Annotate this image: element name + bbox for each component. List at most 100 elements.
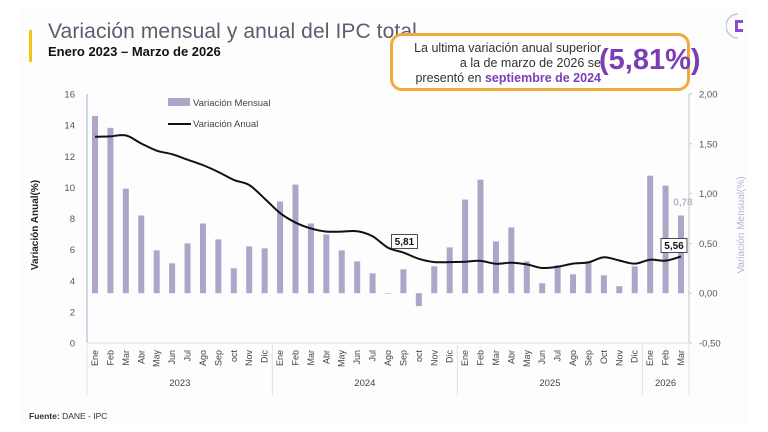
month-tick-label: Nov <box>614 350 624 367</box>
left-axis-title: Variación Anual(%) <box>30 180 41 270</box>
bar-variacion-mensual <box>415 293 422 307</box>
month-tick-label: Oct <box>599 350 609 365</box>
bar-variacion-mensual <box>107 127 114 294</box>
source-label: Fuente: <box>29 411 60 421</box>
month-tick-label: Ene <box>90 350 100 366</box>
left-tick-label: 8 <box>70 214 75 225</box>
bar-variacion-mensual <box>539 283 546 294</box>
month-tick-label: Feb <box>661 350 671 366</box>
right-tick-label: 0,00 <box>699 289 718 300</box>
bar-variacion-mensual <box>184 243 191 294</box>
month-tick-label: Mar <box>676 350 686 366</box>
month-tick-label: Jun <box>537 350 547 365</box>
bar-variacion-mensual <box>199 223 206 294</box>
bar-variacion-mensual <box>307 223 314 294</box>
annotation-box <box>391 234 418 249</box>
bar-variacion-mensual <box>631 266 638 294</box>
month-tick-label: Abr <box>136 350 146 364</box>
month-tick-label: Dic <box>260 350 270 363</box>
bar-variacion-mensual <box>446 247 453 294</box>
month-tick-label: Sep <box>213 350 223 366</box>
bar-variacion-mensual <box>431 266 438 294</box>
dane-logo-icon <box>726 13 743 39</box>
bar-variacion-mensual <box>492 241 499 294</box>
month-tick-label: Sep <box>583 350 593 366</box>
bar-variacion-mensual <box>523 261 530 294</box>
left-tick-label: 10 <box>64 183 75 194</box>
month-tick-label: Ago <box>383 350 393 366</box>
month-tick-label: Dic <box>445 350 455 363</box>
year-group-label: 2023 <box>169 378 190 389</box>
right-tick-label: 1,50 <box>699 139 718 150</box>
month-tick-label: Ene <box>645 350 655 366</box>
bar-variacion-mensual <box>616 286 623 294</box>
month-tick-label: Mar <box>306 350 316 366</box>
left-tick-label: 4 <box>70 276 75 287</box>
bar-variacion-mensual <box>246 246 253 294</box>
bar-variacion-mensual <box>400 269 407 294</box>
bar-variacion-mensual <box>323 234 330 294</box>
line-group <box>94 134 682 270</box>
bar-variacion-mensual <box>585 261 592 294</box>
legend-swatch-mensual <box>168 98 190 106</box>
right-tick-label: -0,50 <box>699 339 721 350</box>
bar-variacion-mensual <box>92 115 98 294</box>
bar-value-label: 0,78 <box>673 198 693 209</box>
annotation-box <box>660 238 688 253</box>
title-accent-bar <box>29 30 32 62</box>
bar-variacion-mensual <box>600 275 607 294</box>
month-tick-label: oct <box>414 350 424 363</box>
right-tick-label: 1,00 <box>699 189 718 200</box>
bar-variacion-mensual <box>292 184 299 294</box>
bar-variacion-mensual <box>169 263 176 294</box>
right-tick-label: 2,00 <box>699 90 718 101</box>
left-tick-label: 16 <box>64 90 75 101</box>
month-tick-label: Ene <box>275 350 285 366</box>
source-note: Fuente: DANE - IPC <box>29 411 107 421</box>
callout-box: La ultima variación anual superior a la … <box>390 33 701 91</box>
month-tick-label: Dic <box>630 350 640 363</box>
callout-text: La ultima variación anual superior a la … <box>401 41 601 86</box>
bar-variacion-mensual <box>277 201 284 294</box>
axes-group: 0 2 4 6 8 10 12 14 16 -0,50 0,00 0,50 1,00 1,50 2,00 Va… <box>30 90 747 350</box>
year-group-label: 2026 <box>655 378 676 389</box>
month-tick-label: Sep <box>398 350 408 366</box>
bar-variacion-mensual <box>215 239 222 294</box>
bar-variacion-mensual <box>678 215 684 294</box>
annotation-label: 5,56 <box>664 241 684 252</box>
month-tick-label: May <box>152 350 162 368</box>
left-tick-label: 2 <box>70 307 75 318</box>
callout-line-3: presentó en septiembre de 2024 <box>401 71 601 86</box>
page-subtitle: Enero 2023 – Marzo de 2026 <box>48 44 221 59</box>
bar-variacion-mensual <box>570 274 577 294</box>
month-tick-label: Ago <box>568 350 578 366</box>
bar-variacion-mensual <box>338 250 345 294</box>
month-tick-label: Nov <box>244 350 254 367</box>
month-tick-label: Feb <box>105 350 115 366</box>
month-tick-label: Abr <box>506 350 516 364</box>
month-tick-label: Nov <box>429 350 439 367</box>
month-tick-label: Jul <box>183 350 193 362</box>
legend-label-anual: Variación Anual <box>193 119 258 130</box>
left-tick-label: 0 <box>70 339 75 350</box>
labels-group: Ene Feb Mar Abr May Jun Jul Ago Sep oct Nov Dic Ene F… <box>86 198 693 395</box>
source-text: DANE - IPC <box>59 411 108 421</box>
bar-variacion-mensual <box>462 199 469 294</box>
month-tick-label: Feb <box>290 350 300 366</box>
legend-group: Variación Mensual Variación Anual <box>168 98 270 130</box>
callout-line-3-prefix: presentó en <box>415 71 485 85</box>
legend-label-mensual: Variación Mensual <box>193 98 270 109</box>
month-tick-label: Jun <box>352 350 362 365</box>
left-tick-label: 6 <box>70 245 75 256</box>
bar-variacion-mensual <box>122 188 129 294</box>
bar-variacion-mensual <box>138 215 145 294</box>
month-tick-label: Mar <box>121 350 131 366</box>
bars-group <box>92 115 684 307</box>
left-tick-label: 12 <box>64 152 75 163</box>
bar-variacion-mensual <box>385 293 391 294</box>
right-tick-label: 0,50 <box>699 239 718 250</box>
callout-line-2: a la de marzo de 2026 se <box>459 56 601 70</box>
month-tick-label: oct <box>229 350 239 363</box>
month-tick-label: Jul <box>553 350 563 362</box>
bar-variacion-mensual <box>554 265 561 294</box>
